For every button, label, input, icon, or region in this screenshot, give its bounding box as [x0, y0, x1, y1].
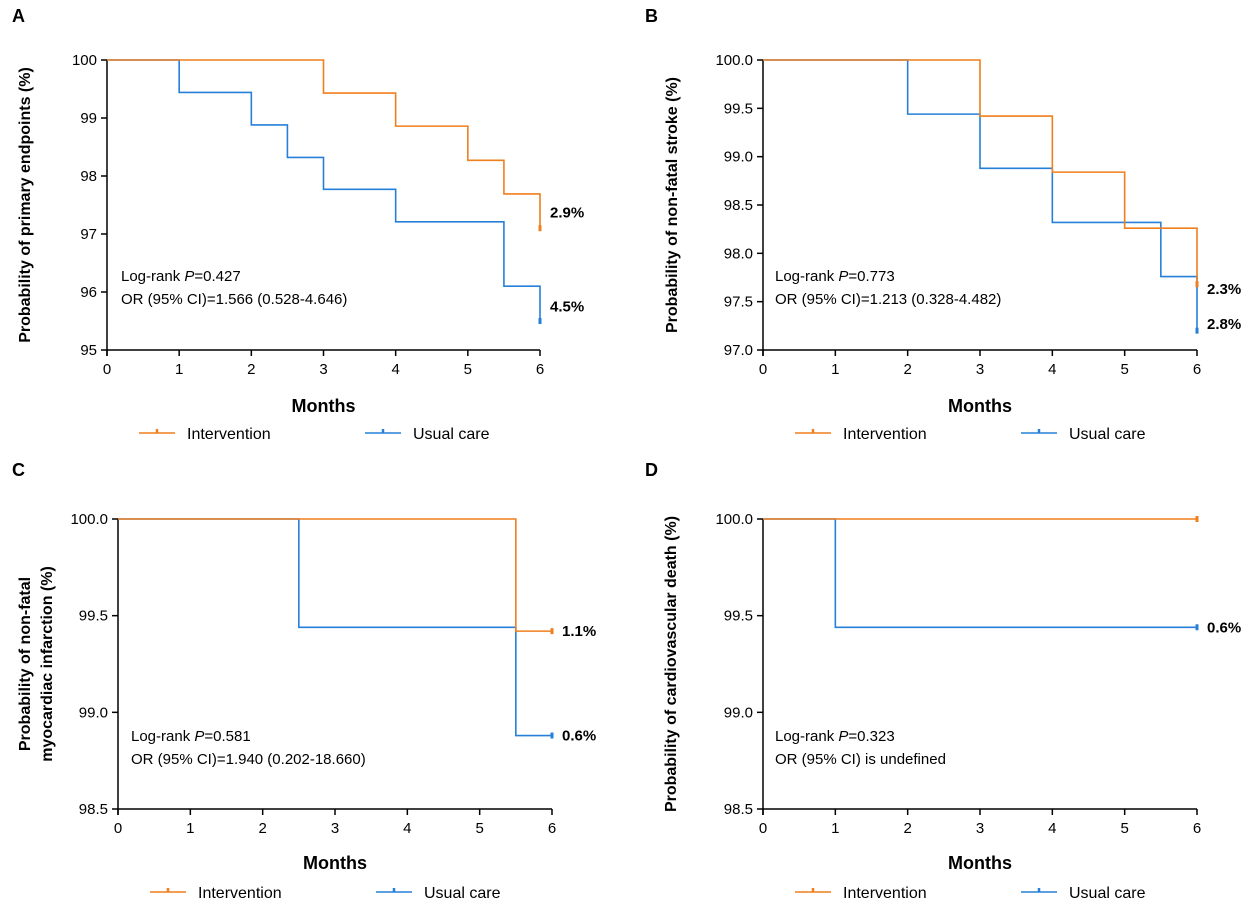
x-tick-label: 3 — [976, 820, 984, 837]
y-tick-label: 97 — [80, 226, 97, 243]
logrank-annotation: Log-rank P=0.323 — [775, 728, 895, 745]
km-curve-usual-care — [107, 59, 541, 321]
panel-letter: A — [12, 6, 25, 26]
x-tick-label: 0 — [114, 820, 122, 837]
y-axis-label: Probability of non-fatal stroke (%) — [664, 77, 681, 333]
y-tick-label: 99.0 — [724, 704, 753, 721]
x-tick-label: 5 — [464, 361, 472, 378]
y-axis-label: Probability of cardiovascular death (%) — [663, 516, 680, 812]
or-annotation: OR (95% CI)=1.566 (0.528-4.646) — [121, 291, 347, 308]
y-tick-label: 99.0 — [79, 704, 108, 721]
x-tick-label: 0 — [759, 361, 767, 378]
legend-label: Usual care — [424, 885, 501, 902]
km-curve-intervention — [118, 518, 552, 632]
x-tick-label: 4 — [1048, 820, 1056, 837]
y-axis-label: myocardiac infarction (%) — [39, 566, 56, 762]
x-tick-label: 1 — [831, 361, 839, 378]
y-tick-label: 98.5 — [724, 801, 753, 818]
legend-label: Intervention — [187, 426, 271, 443]
x-tick-label: 2 — [247, 361, 255, 378]
km-curve-intervention — [107, 59, 541, 229]
km-curve-intervention — [763, 59, 1198, 285]
km-curve-usual-care — [763, 518, 1197, 629]
x-tick-label: 5 — [1120, 361, 1128, 378]
y-tick-label: 99 — [80, 110, 97, 127]
x-tick-label: 0 — [103, 361, 111, 378]
x-tick-label: 3 — [976, 361, 984, 378]
y-tick-label: 97.5 — [724, 294, 753, 311]
y-tick-label: 99.0 — [724, 149, 753, 166]
legend-label: Usual care — [413, 426, 490, 443]
panel-b: B 97.0 97.5 98.0 98.5 99.0 99.5 100.0 0 1 2 3 4 5 6 Mon… — [645, 6, 1241, 443]
panel-c: C 98.5 99.0 99.5 100.0 0 1 2 3 4 5 6 Months Probabili… — [12, 460, 596, 902]
panel-letter: C — [12, 460, 25, 480]
or-annotation: OR (95% CI)=1.213 (0.328-4.482) — [775, 291, 1001, 308]
x-tick-label: 2 — [903, 361, 911, 378]
y-tick-label: 100 — [72, 52, 97, 69]
x-tick-label: 3 — [319, 361, 327, 378]
y-tick-label: 95 — [80, 342, 97, 359]
y-tick-label: 98.5 — [724, 197, 753, 214]
y-tick-label: 97.0 — [724, 342, 753, 359]
y-tick-label: 100.0 — [715, 52, 753, 69]
legend-label: Usual care — [1069, 885, 1146, 902]
x-tick-label: 1 — [175, 361, 183, 378]
x-tick-label: 2 — [903, 820, 911, 837]
end-label: 2.3% — [1207, 281, 1241, 298]
panel-a: A 95 96 97 98 99 100 0 1 2 3 4 5 6 Months Probability o… — [12, 6, 584, 443]
logrank-annotation: Log-rank P=0.581 — [131, 728, 251, 745]
x-tick-label: 0 — [759, 820, 767, 837]
x-tick-label: 4 — [403, 820, 411, 837]
legend-label: Usual care — [1069, 426, 1146, 443]
logrank-annotation: Log-rank P=0.427 — [121, 268, 241, 285]
x-tick-label: 5 — [1120, 820, 1128, 837]
x-axis-label: Months — [303, 853, 367, 873]
x-tick-label: 6 — [1193, 820, 1201, 837]
x-tick-label: 1 — [831, 820, 839, 837]
end-label: 0.6% — [562, 728, 596, 745]
legend-label: Intervention — [843, 885, 927, 902]
end-label: 2.9% — [550, 205, 584, 222]
y-tick-label: 99.5 — [724, 100, 753, 117]
x-axis-label: Months — [292, 396, 356, 416]
x-tick-label: 4 — [1048, 361, 1056, 378]
y-tick-label: 100.0 — [715, 511, 753, 528]
y-tick-label: 98.5 — [79, 801, 108, 818]
x-tick-label: 4 — [391, 361, 399, 378]
legend-label: Intervention — [198, 885, 282, 902]
y-tick-label: 100.0 — [70, 511, 108, 528]
legend-label: Intervention — [843, 426, 927, 443]
y-tick-label: 99.5 — [79, 608, 108, 625]
x-tick-label: 6 — [1193, 361, 1201, 378]
y-axis-label: Probability of primary endpoints (%) — [17, 67, 34, 343]
y-axis-label: Probability of non-fatal — [17, 577, 34, 751]
km-curve-usual-care — [118, 518, 552, 737]
y-tick-label: 99.5 — [724, 608, 753, 625]
or-annotation: OR (95% CI) is undefined — [775, 751, 946, 768]
end-label: 1.1% — [562, 623, 596, 640]
panel-d: D 98.5 99.0 99.5 100.0 0 1 2 3 4 5 6 Months Probabili… — [645, 460, 1241, 902]
y-tick-label: 98 — [80, 168, 97, 185]
end-label: 0.6% — [1207, 619, 1241, 636]
end-label: 2.8% — [1207, 316, 1241, 333]
x-axis-label: Months — [948, 396, 1012, 416]
x-axis-label: Months — [948, 853, 1012, 873]
or-annotation: OR (95% CI)=1.940 (0.202-18.660) — [131, 751, 366, 768]
panel-letter: B — [645, 6, 658, 26]
panel-letter: D — [645, 460, 658, 480]
x-tick-label: 6 — [548, 820, 556, 837]
x-tick-label: 6 — [536, 361, 544, 378]
y-tick-label: 98.0 — [724, 245, 753, 262]
x-tick-label: 2 — [258, 820, 266, 837]
y-tick-label: 96 — [80, 284, 97, 301]
x-tick-label: 5 — [475, 820, 483, 837]
end-label: 4.5% — [550, 299, 584, 316]
logrank-annotation: Log-rank P=0.773 — [775, 268, 895, 285]
x-tick-label: 1 — [186, 820, 194, 837]
x-tick-label: 3 — [331, 820, 339, 837]
